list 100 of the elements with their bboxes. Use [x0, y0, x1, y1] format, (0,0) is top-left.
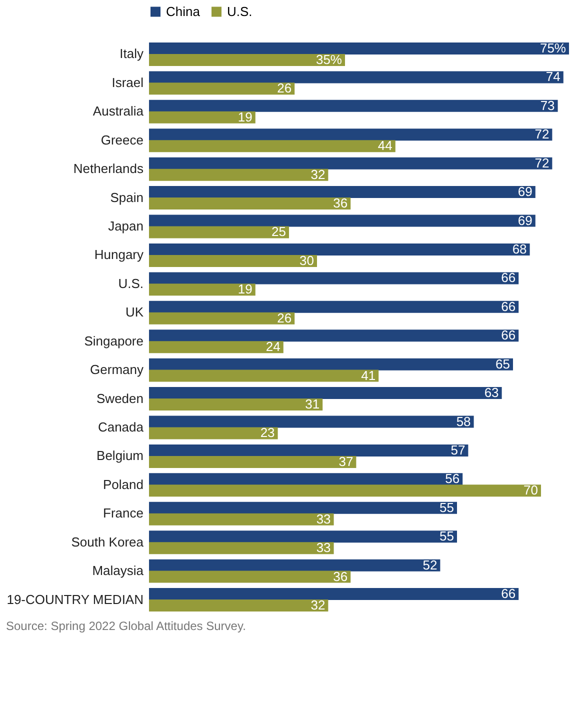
y-tick-label: Hungary: [94, 247, 144, 262]
data-label: 37: [338, 454, 354, 469]
bar: [149, 588, 519, 600]
bar: [149, 444, 468, 456]
data-label: 44: [378, 138, 392, 154]
data-label: 24: [266, 339, 280, 354]
y-tick-label: Belgium: [96, 448, 144, 464]
data-label: 73: [540, 98, 555, 113]
data-label: 57: [450, 442, 466, 458]
legend-label: China: [166, 4, 201, 19]
y-tick-label: Sweden: [96, 390, 144, 406]
data-label: 25: [272, 224, 286, 240]
data-label: 66: [501, 328, 516, 343]
y-tick-label: Singapore: [84, 333, 144, 348]
data-label: 26: [277, 80, 292, 96]
data-label: 55: [440, 528, 454, 544]
bar: [149, 370, 379, 382]
data-label: 69: [518, 212, 532, 228]
y-tick-label: Poland: [103, 476, 144, 492]
data-label: 41: [361, 368, 376, 383]
bar: [149, 473, 463, 486]
data-label: 63: [484, 385, 499, 400]
data-label: 33: [316, 540, 331, 556]
bar: [149, 198, 351, 210]
data-label: 30: [300, 252, 314, 268]
y-tick-label: Spain: [110, 190, 144, 205]
bar: [149, 559, 440, 572]
y-tick-label: Japan: [108, 218, 144, 234]
bar: [149, 300, 519, 313]
y-tick-label: Australia: [92, 104, 144, 119]
bar: [149, 456, 356, 468]
bar: [149, 502, 457, 514]
y-tick-label: 19-COUNTRY MEDIAN: [6, 592, 144, 607]
bar: [149, 226, 289, 238]
bar: [149, 387, 502, 400]
y-tick-label: Malaysia: [92, 563, 144, 578]
bar: [149, 513, 334, 526]
data-label: 68: [512, 241, 527, 256]
y-tick-label: France: [103, 506, 144, 521]
data-label: 26: [277, 310, 292, 326]
data-label: 32: [310, 166, 326, 182]
data-label: 23: [260, 425, 275, 440]
source-note: Source: Spring 2022 Global Attitudes Survey.: [6, 619, 246, 633]
data-label: 52: [422, 557, 438, 572]
y-tick-label: Greece: [100, 132, 144, 148]
bar: [149, 140, 396, 152]
y-tick-label: Germany: [90, 362, 144, 378]
bar: [149, 186, 536, 198]
y-tick-label: South Korea: [71, 534, 144, 550]
data-label: 72: [534, 155, 550, 170]
bar: [149, 254, 317, 267]
bar: [149, 484, 541, 497]
legend-label: U.S.: [227, 4, 252, 19]
bar: [149, 416, 474, 428]
data-label: 66: [501, 298, 516, 314]
data-label: 19: [238, 109, 252, 124]
y-tick-label: Italy: [120, 46, 144, 62]
data-label: 75%: [540, 40, 566, 56]
y-tick-label: U.S.: [118, 276, 144, 291]
bar: [149, 214, 536, 227]
bar: [149, 284, 256, 296]
data-label: 66: [501, 270, 516, 286]
bar: [149, 530, 457, 543]
bar: [149, 71, 564, 84]
bar: [149, 542, 334, 554]
data-label: 33: [316, 511, 331, 526]
data-label: 74: [546, 69, 560, 84]
bar: [149, 312, 295, 324]
bar: [149, 330, 519, 342]
data-label: 66: [501, 586, 516, 602]
bar: [149, 157, 552, 170]
bar: [149, 272, 519, 284]
data-label: 31: [305, 396, 320, 412]
bar: [149, 54, 345, 66]
data-label: 56: [445, 471, 460, 486]
bar: [149, 100, 558, 112]
bar: [149, 398, 323, 411]
bar: [149, 570, 351, 583]
data-label: 55: [440, 500, 454, 515]
data-label: 36: [333, 196, 348, 211]
data-label: 35%: [316, 52, 342, 67]
bar: [149, 168, 328, 181]
data-label: 19: [238, 282, 252, 297]
y-tick-label: Israel: [112, 74, 144, 90]
data-label: 69: [518, 184, 532, 200]
data-label: 72: [534, 126, 550, 142]
bar: [149, 427, 278, 440]
bar: [149, 82, 295, 95]
y-tick-label: Netherlands: [73, 161, 144, 176]
bar: [149, 341, 284, 354]
y-tick-label: Canada: [98, 419, 144, 434]
bar: [149, 111, 256, 124]
data-label: 65: [496, 356, 510, 372]
bar: [149, 358, 513, 370]
data-label: 32: [310, 598, 326, 613]
y-tick-label: UK: [125, 304, 144, 320]
data-label: 36: [333, 568, 348, 584]
data-label: 58: [456, 414, 471, 429]
bar: [149, 128, 552, 141]
data-label: 70: [524, 482, 538, 498]
